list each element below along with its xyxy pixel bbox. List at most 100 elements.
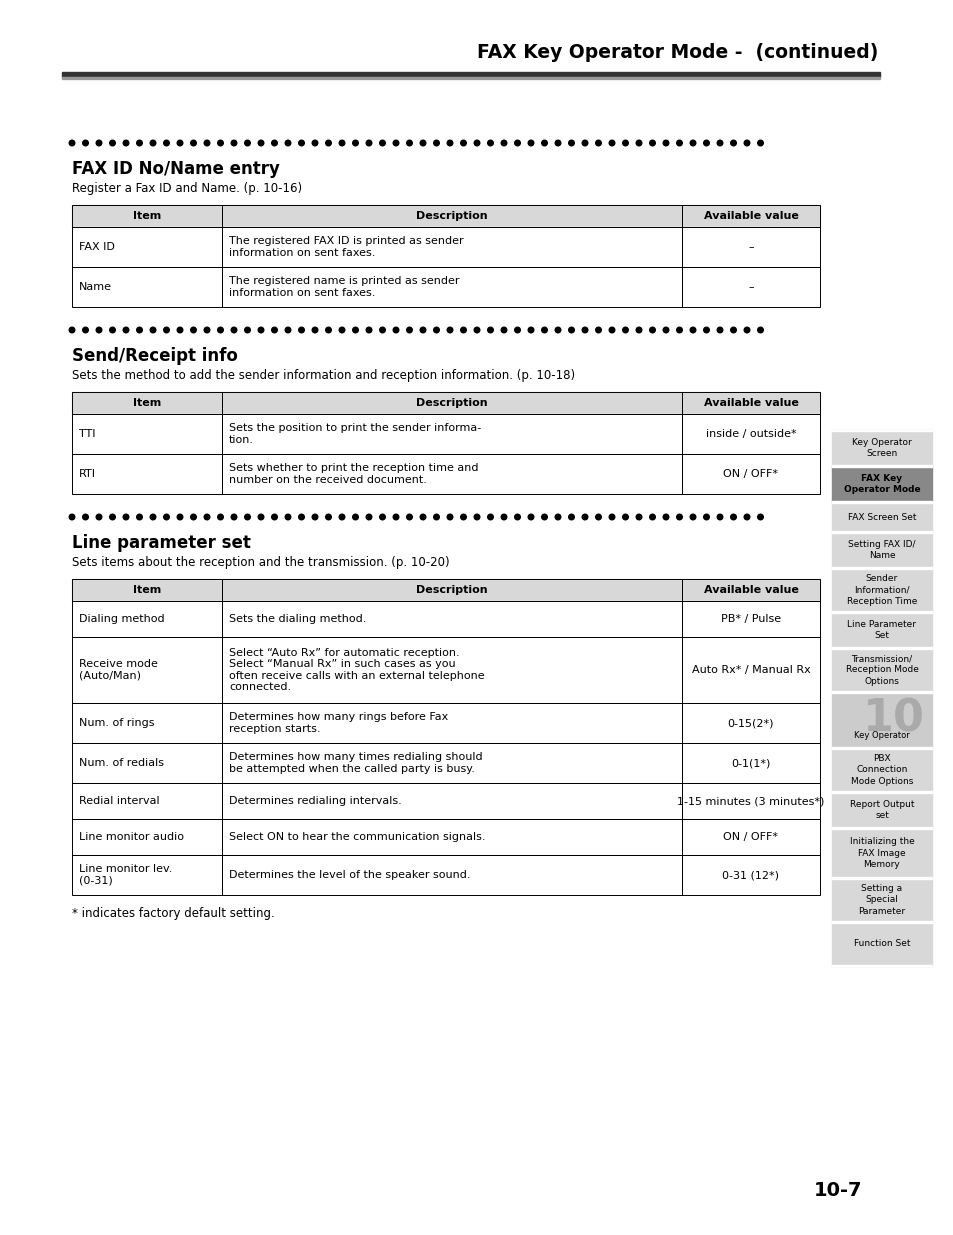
Bar xyxy=(222,454,681,494)
Bar xyxy=(71,855,222,895)
Circle shape xyxy=(568,141,574,146)
Text: Initializing the
FAX Image
Memory: Initializing the FAX Image Memory xyxy=(849,837,913,868)
Text: Sender
Information/
Reception Time: Sender Information/ Reception Time xyxy=(846,574,916,605)
Text: Determines the level of the speaker sound.: Determines the level of the speaker soun… xyxy=(229,869,470,881)
Text: Item: Item xyxy=(132,398,161,408)
Circle shape xyxy=(703,327,709,332)
Bar xyxy=(71,414,222,454)
Bar xyxy=(681,579,820,601)
Text: FAX ID No/Name entry: FAX ID No/Name entry xyxy=(71,161,279,178)
Bar xyxy=(831,501,931,532)
Circle shape xyxy=(676,141,681,146)
Circle shape xyxy=(447,327,453,332)
Text: Description: Description xyxy=(416,211,487,221)
Circle shape xyxy=(717,141,722,146)
Text: Transmission/
Reception Mode
Options: Transmission/ Reception Mode Options xyxy=(844,655,918,685)
Bar xyxy=(71,783,222,819)
Circle shape xyxy=(150,141,155,146)
Circle shape xyxy=(487,327,493,332)
Text: Determines how many rings before Fax
reception starts.: Determines how many rings before Fax rec… xyxy=(229,713,448,734)
Circle shape xyxy=(568,327,574,332)
Text: Line parameter set: Line parameter set xyxy=(71,534,251,552)
Bar xyxy=(681,855,820,895)
Circle shape xyxy=(703,141,709,146)
Bar xyxy=(222,267,681,308)
Circle shape xyxy=(743,327,749,332)
Circle shape xyxy=(393,514,398,520)
Circle shape xyxy=(110,327,115,332)
Bar xyxy=(681,414,820,454)
Circle shape xyxy=(500,514,506,520)
Circle shape xyxy=(447,141,453,146)
Bar xyxy=(681,205,820,227)
Text: Select “Auto Rx” for automatic reception.
Select “Manual Rx” in such cases as yo: Select “Auto Rx” for automatic reception… xyxy=(229,647,484,693)
Circle shape xyxy=(595,514,600,520)
Circle shape xyxy=(703,514,709,520)
Circle shape xyxy=(622,327,628,332)
Circle shape xyxy=(110,514,115,520)
Text: PB* / Pulse: PB* / Pulse xyxy=(720,614,781,624)
Circle shape xyxy=(96,514,102,520)
Circle shape xyxy=(231,514,236,520)
Bar xyxy=(71,743,222,783)
Bar xyxy=(681,579,820,601)
Bar xyxy=(222,783,681,819)
Bar xyxy=(222,391,681,414)
Circle shape xyxy=(406,327,412,332)
Circle shape xyxy=(298,327,304,332)
Circle shape xyxy=(217,514,223,520)
Bar xyxy=(71,391,222,414)
Circle shape xyxy=(676,514,681,520)
Bar xyxy=(681,703,820,743)
Bar xyxy=(222,205,681,227)
Bar xyxy=(681,227,820,267)
Bar xyxy=(222,601,681,637)
Circle shape xyxy=(110,141,115,146)
Bar xyxy=(831,827,931,878)
Circle shape xyxy=(689,327,695,332)
Bar xyxy=(831,923,931,966)
Bar xyxy=(71,743,222,783)
Circle shape xyxy=(474,141,479,146)
Circle shape xyxy=(689,141,695,146)
Text: –: – xyxy=(747,242,753,252)
Circle shape xyxy=(487,141,493,146)
Bar xyxy=(831,692,931,748)
Text: Num. of redials: Num. of redials xyxy=(79,758,164,768)
Text: Description: Description xyxy=(416,585,487,595)
Circle shape xyxy=(136,141,142,146)
Bar xyxy=(71,579,222,601)
Circle shape xyxy=(515,514,519,520)
Circle shape xyxy=(555,141,560,146)
Text: Function Set: Function Set xyxy=(853,940,909,948)
Circle shape xyxy=(379,327,385,332)
Bar xyxy=(681,783,820,819)
Circle shape xyxy=(191,327,196,332)
Text: 0-1(1*): 0-1(1*) xyxy=(731,758,770,768)
Circle shape xyxy=(460,514,466,520)
Text: Setting FAX ID/
Name: Setting FAX ID/ Name xyxy=(847,540,915,559)
Bar xyxy=(681,601,820,637)
Circle shape xyxy=(541,327,547,332)
Circle shape xyxy=(622,514,628,520)
Circle shape xyxy=(474,514,479,520)
Circle shape xyxy=(541,514,547,520)
Circle shape xyxy=(339,327,344,332)
Circle shape xyxy=(353,141,358,146)
Circle shape xyxy=(757,141,762,146)
Circle shape xyxy=(515,327,519,332)
Circle shape xyxy=(191,141,196,146)
Bar xyxy=(681,227,820,267)
Circle shape xyxy=(649,514,655,520)
Circle shape xyxy=(717,514,722,520)
Bar xyxy=(222,205,681,227)
Circle shape xyxy=(609,514,614,520)
Text: Select ON to hear the communication signals.: Select ON to hear the communication sign… xyxy=(229,832,485,842)
Bar xyxy=(71,391,222,414)
Text: PBX
Connection
Mode Options: PBX Connection Mode Options xyxy=(850,755,912,785)
Bar xyxy=(71,819,222,855)
Circle shape xyxy=(622,141,628,146)
Text: Sets items about the reception and the transmission. (p. 10-20): Sets items about the reception and the t… xyxy=(71,556,449,569)
Bar xyxy=(222,227,681,267)
Bar xyxy=(222,819,681,855)
